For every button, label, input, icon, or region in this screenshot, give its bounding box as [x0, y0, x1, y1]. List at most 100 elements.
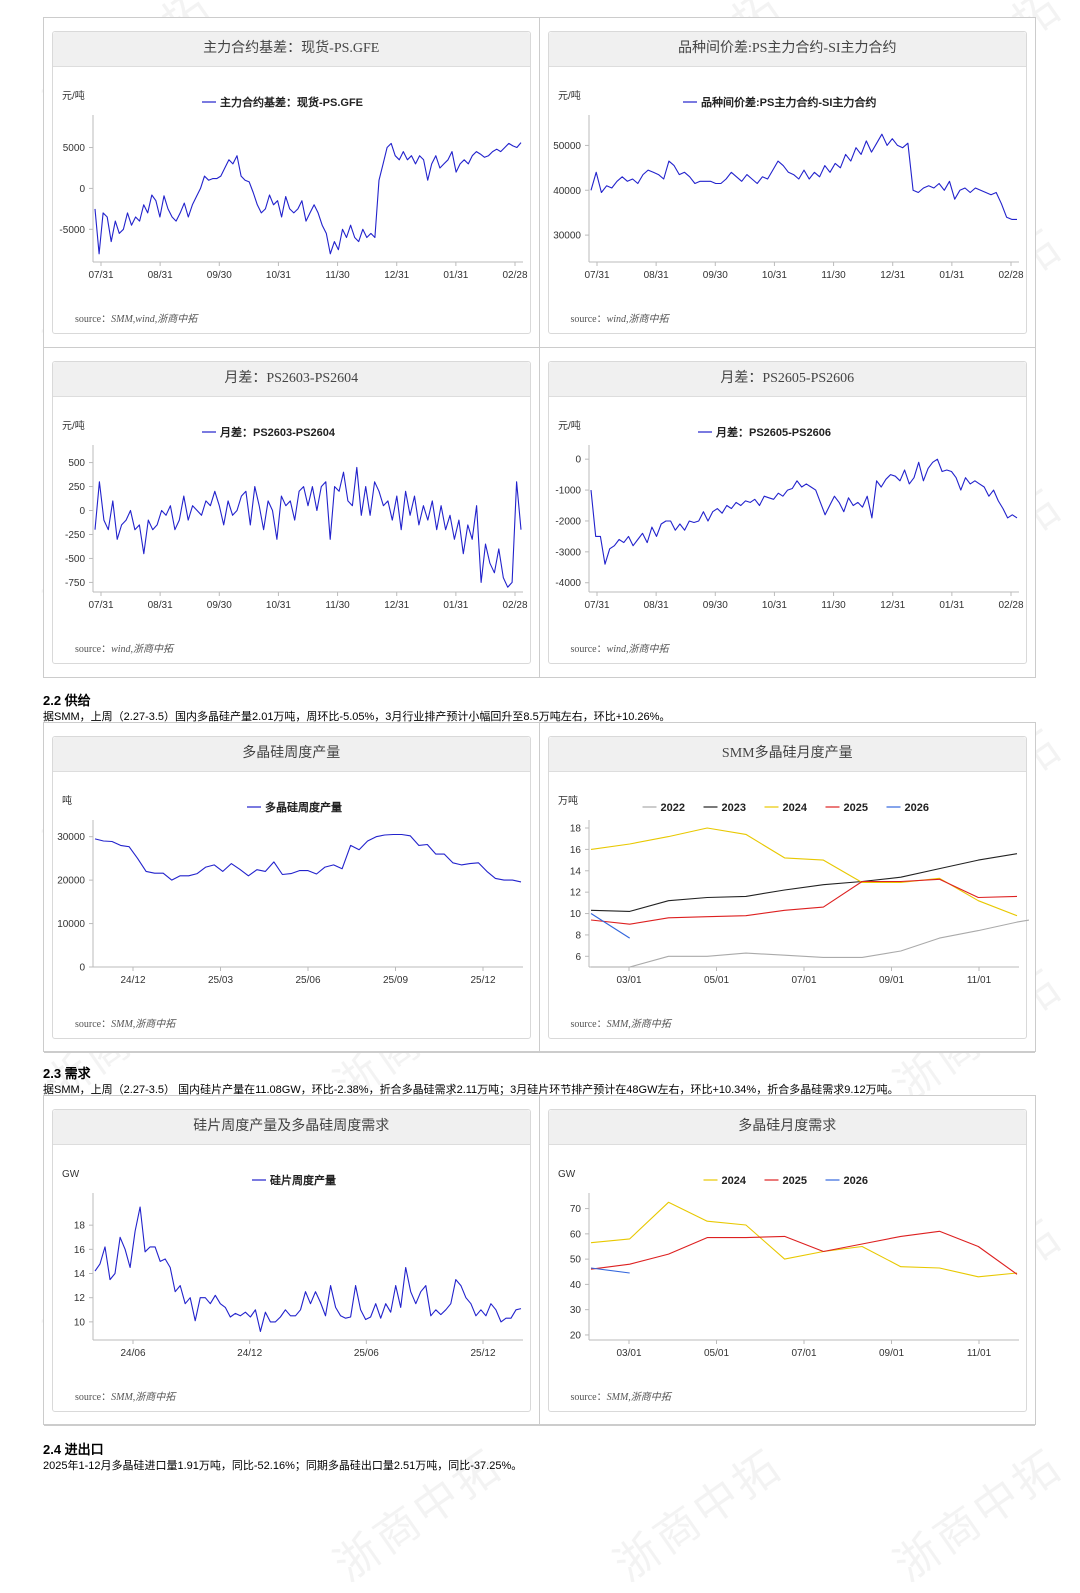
series-line-2024	[590, 1201, 1017, 1278]
legend-label: 2024	[782, 802, 807, 814]
x-tick-label: 07/31	[88, 270, 113, 281]
y-tick-label: 5000	[63, 143, 86, 154]
source-text: wind,浙商中拓	[606, 314, 669, 325]
y-tick-label: 40	[569, 1280, 581, 1291]
y-tick-label: 0	[79, 184, 85, 195]
x-tick-label: 24/12	[120, 975, 145, 986]
legend-label: 多晶硅周度产量	[265, 800, 342, 814]
y-tick-label: 10	[569, 909, 581, 920]
x-tick-label: 25/06	[354, 1348, 379, 1359]
x-tick-label: 25/09	[383, 975, 408, 986]
x-tick-label: 24/12	[237, 1348, 262, 1359]
source-label: source：	[75, 644, 112, 655]
series-line-月差：PS2603-PS2604	[94, 466, 522, 588]
x-tick-label: 09/30	[702, 600, 727, 611]
series-line-硅片周度产量	[94, 1206, 522, 1333]
chart-ps-si-spread: 元/吨 品种间价差:PS主力合约-SI主力合约 50000 40000 30000 07/…	[553, 89, 1024, 281]
x-tick-label: 08/31	[148, 270, 173, 281]
supply-charts-grid: 多晶硅周度产量吨多晶硅周度产量 30000 20000 10000 0 24/12 25/0…	[43, 722, 1036, 1053]
x-tick-label: 05/01	[703, 975, 728, 986]
source-label: source：	[570, 1019, 607, 1030]
y-tick-label: 30000	[553, 231, 581, 242]
chart-source: source：SMM,wind,浙商中拓	[75, 310, 197, 325]
source-text: SMM,浙商中拓	[111, 1019, 176, 1030]
x-tick-label: 11/01	[966, 975, 991, 986]
x-tick-label: 12/31	[880, 600, 905, 611]
legend-label: 2023	[721, 802, 745, 814]
y-tick-label: 20	[569, 1330, 581, 1341]
source-label: source：	[570, 644, 607, 655]
y-tick-label: 16	[569, 845, 581, 856]
y-tick-label: 12	[569, 888, 581, 899]
x-tick-label: 11/01	[966, 1348, 991, 1359]
y-tick-label: 10000	[57, 919, 85, 930]
legend-label: 主力合约基差：现货-PS.GFE	[220, 95, 363, 109]
chart-card: SMM多晶硅月度产量 万吨 2022 2023 2024 2025 2026 18 16 14 12…	[547, 736, 1029, 1039]
y-tick-label: 0	[79, 963, 85, 974]
series-line-2026	[590, 913, 630, 939]
x-tick-label: 08/31	[643, 270, 668, 281]
x-tick-label: 02/28	[998, 270, 1023, 281]
source-label: source：	[75, 1392, 112, 1403]
y-axis-unit: 元/吨	[558, 419, 581, 432]
chart-cell: 月差：PS2605-PS2606 元/吨 月差：PS2605-PS2606 0 -100…	[539, 348, 1035, 678]
y-axis-unit: 吨	[62, 794, 72, 807]
chart-title: SMM多晶硅月度产量	[548, 737, 1026, 772]
series-line-月差：PS2605-PS2606	[589, 458, 1017, 565]
chart-ps2603-2604: 元/吨 月差：PS2603-PS2604 500 250 0 -250 -500 -75007…	[62, 419, 528, 611]
y-tick-label: 0	[79, 506, 85, 517]
y-tick-label: 50000	[553, 141, 581, 152]
x-tick-label: 12/31	[384, 270, 409, 281]
chart-basis: 元/吨 主力合约基差：现货-PS.GFE 5000 0 -5000 07/31 08/31 0…	[59, 89, 528, 281]
y-tick-label: 16	[74, 1245, 86, 1256]
series-line-2025	[590, 1230, 1017, 1275]
series-line-多晶硅周度产量	[94, 833, 522, 883]
chart-title: 月差：PS2603-PS2604	[53, 362, 530, 397]
chart-weekly-polysilicon-output: 吨 多晶硅周度产量 30000 20000 10000 0 24/12 25/03 25/06 2…	[57, 794, 523, 986]
y-tick-label: -750	[65, 578, 85, 589]
x-tick-label: 01/31	[939, 270, 964, 281]
y-tick-label: -1000	[555, 486, 581, 497]
x-tick-label: 10/31	[266, 270, 291, 281]
y-tick-label: 60	[569, 1229, 581, 1240]
y-tick-label: -3000	[555, 547, 581, 558]
source-text: wind,浙商中拓	[606, 644, 669, 655]
x-tick-label: 25/12	[470, 1348, 495, 1359]
chart-monthly-polysilicon-demand: GW 2024 2025 2026 70 60 50 40 30 20 03/01 05/01 07/0…	[558, 1169, 1019, 1359]
source-text: SMM,浙商中拓	[111, 1392, 176, 1403]
series-line-2024	[590, 827, 1017, 917]
x-tick-label: 07/31	[584, 600, 609, 611]
source-label: source：	[570, 314, 607, 325]
y-axis-unit: 万吨	[558, 794, 578, 807]
series-line-主力合约基差：现货-PS.GFE	[94, 142, 522, 255]
y-tick-label: -4000	[555, 578, 581, 589]
y-tick-label: 8	[575, 930, 581, 941]
section-heading-supply: 2.2 供给	[43, 693, 91, 708]
x-tick-label: 03/01	[616, 975, 641, 986]
chart-source: source：SMM,浙商中拓	[75, 1015, 175, 1030]
chart-cell: 多晶硅周度产量吨多晶硅周度产量 30000 20000 10000 0 24/12 25/0…	[44, 723, 540, 1053]
chart-source: source：wind,浙商中拓	[571, 640, 669, 655]
y-tick-label: 6	[575, 952, 581, 963]
y-tick-label: 18	[74, 1221, 86, 1232]
x-tick-label: 02/28	[998, 600, 1023, 611]
chart-source: source：SMM,浙商中拓	[571, 1015, 671, 1030]
chart-card: 月差：PS2605-PS2606 元/吨 月差：PS2605-PS2606 0 -100…	[547, 361, 1027, 664]
legend-label: 2026	[843, 1175, 867, 1187]
y-tick-label: 250	[68, 482, 85, 493]
y-axis-unit: GW	[558, 1169, 576, 1180]
chart-card: 多晶硅周度产量吨多晶硅周度产量 30000 20000 10000 0 24/12 25/0…	[52, 736, 531, 1039]
source-text: SMM,浙商中拓	[606, 1392, 671, 1403]
y-tick-label: 70	[569, 1204, 581, 1215]
y-tick-label: 14	[569, 866, 581, 877]
y-axis-unit: 元/吨	[62, 419, 85, 432]
chart-card: 主力合约基差：现货-PS.GFE 元/吨 主力合约基差：现货-PS.GFE 5000 0…	[52, 31, 531, 334]
x-tick-label: 07/01	[791, 975, 816, 986]
y-tick-label: -2000	[555, 516, 581, 527]
legend-label: 2024	[721, 1175, 746, 1187]
chart-source: source：SMM,浙商中拓	[75, 1388, 175, 1403]
chart-card: 硅片周度产量及多晶硅周度需求 GW 硅片周度产量 18 16 14 12 10 24/06 24/…	[52, 1109, 531, 1412]
y-axis-unit: 元/吨	[62, 89, 85, 102]
chart-cell: 硅片周度产量及多晶硅周度需求 GW 硅片周度产量 18 16 14 12 10 24/06 24/…	[44, 1096, 540, 1426]
spread-charts-grid: 主力合约基差：现货-PS.GFE 元/吨 主力合约基差：现货-PS.GFE 5000 0…	[43, 17, 1036, 678]
